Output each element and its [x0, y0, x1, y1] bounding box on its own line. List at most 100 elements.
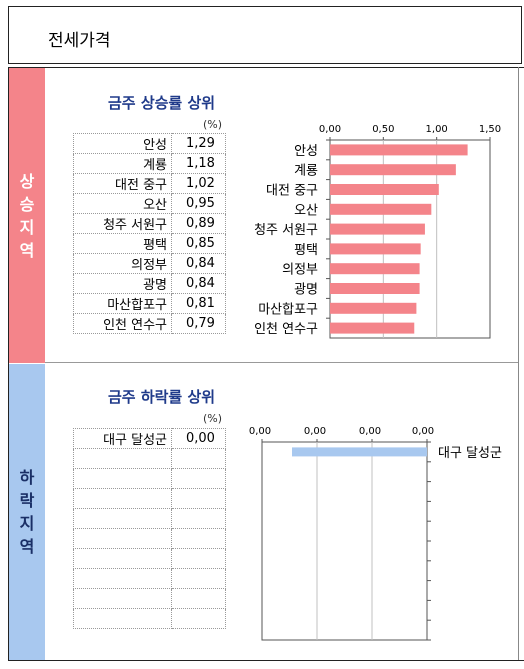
change-value-cell: [171, 448, 226, 469]
table-row: [73, 608, 226, 629]
bar: [330, 223, 425, 235]
change-value-cell: [171, 588, 226, 609]
region-name-cell: 청주 서원구: [73, 213, 172, 234]
section-divider: [45, 362, 518, 363]
table-row: 대전 중구 1,02: [73, 173, 226, 194]
header-box: [8, 6, 522, 64]
change-value-cell: [171, 508, 226, 529]
table-row: 평택 0,85: [73, 233, 226, 254]
bar: [330, 283, 420, 294]
bar: [330, 144, 468, 156]
region-name-cell: [73, 568, 172, 589]
change-value-cell: 0,85: [171, 233, 226, 254]
table-row: [73, 588, 226, 609]
bar: [330, 322, 415, 334]
change-value-cell: 0,89: [171, 213, 226, 234]
side-band-divider: [9, 363, 45, 364]
bar: [330, 184, 439, 195]
region-name-cell: [73, 608, 172, 629]
change-value-cell: [171, 528, 226, 549]
tick-label: 1,00: [426, 124, 448, 135]
frame-border-bottom: [8, 660, 524, 661]
region-name-cell: 인천 연수구: [73, 313, 172, 334]
category-label: 청주 서원구: [254, 223, 318, 238]
change-value-cell: [171, 568, 226, 589]
category-label: 의정부: [282, 263, 318, 278]
region-name-cell: [73, 468, 172, 489]
rise-side-band: [9, 68, 45, 363]
region-name-cell: [73, 488, 172, 509]
change-value-cell: 0,00: [171, 428, 226, 449]
category-label: 마산합포구: [258, 302, 318, 317]
table-row: [73, 468, 226, 489]
table-row: 오산 0,95: [73, 193, 226, 214]
change-value-cell: [171, 548, 226, 569]
fall-side-band: [9, 364, 45, 660]
plot-area: [261, 441, 428, 641]
table-row: 인천 연수구 0,79: [73, 313, 226, 334]
change-value-cell: 0,95: [171, 193, 226, 214]
region-name-cell: 안성: [73, 133, 172, 154]
fall-section-title: 금주 하락률 상위: [108, 388, 216, 406]
bar: [330, 302, 417, 314]
category-label: 광명: [294, 283, 318, 298]
bar: [330, 243, 421, 255]
change-value-cell: 1,29: [171, 133, 226, 154]
bar: [330, 203, 432, 215]
tick-label: 0,50: [372, 124, 394, 135]
region-name-cell: 의정부: [73, 253, 172, 274]
region-name-cell: 계룡: [73, 153, 172, 174]
bar: [292, 447, 427, 457]
table-row: [73, 448, 226, 469]
region-name-cell: 대구 달성군: [73, 428, 172, 449]
region-name-cell: 광명: [73, 273, 172, 294]
table-row: 안성 1,29: [73, 133, 226, 154]
table-row: 의정부 0,84: [73, 253, 226, 274]
region-name-cell: [73, 508, 172, 529]
change-value-cell: [171, 488, 226, 509]
side-label-char: 역: [19, 537, 35, 556]
region-name-cell: [73, 548, 172, 569]
change-value-cell: [171, 468, 226, 489]
side-label-char: 승: [19, 195, 35, 214]
bar: [330, 263, 420, 275]
tick-label: 0,00: [304, 426, 326, 437]
category-label: 계룡: [294, 164, 318, 179]
fall-value-table: 대구 달성군 0,00: [73, 428, 226, 629]
tick-label: 0,00: [412, 426, 434, 437]
change-value-cell: 0,79: [171, 313, 226, 334]
tick-label: 0,00: [359, 426, 381, 437]
rise-section-title: 금주 상승률 상위: [108, 94, 216, 112]
category-label: 대전 중구: [266, 184, 318, 199]
region-name-cell: [73, 528, 172, 549]
side-label-char: 상: [19, 172, 35, 191]
table-row: 계룡 1,18: [73, 153, 226, 174]
side-label-char: 락: [19, 491, 35, 510]
table-row: [73, 568, 226, 589]
table-row: 청주 서원구 0,89: [73, 213, 226, 234]
change-value-cell: [171, 608, 226, 629]
tick-label: 0,00: [319, 124, 341, 135]
rise-value-table: 안성 1,29 계룡 1,18 대전 중구 1,02 오산 0,95 청주 서원구 0,89 평택 0…: [73, 133, 226, 334]
side-label-char: 지: [19, 218, 35, 237]
change-value-cell: 1,18: [171, 153, 226, 174]
change-value-cell: 0,84: [171, 273, 226, 294]
change-value-cell: 0,84: [171, 253, 226, 274]
region-name-cell: [73, 588, 172, 609]
frame-border-right: [518, 67, 519, 661]
fall-unit-label: (%): [203, 412, 223, 425]
table-row: [73, 488, 226, 509]
tick-label: 0,00: [249, 426, 271, 437]
category-label: 대구 달성군: [438, 446, 502, 461]
region-name-cell: 마산합포구: [73, 293, 172, 314]
table-row: 광명 0,84: [73, 273, 226, 294]
region-name-cell: [73, 448, 172, 469]
change-value-cell: 1,02: [171, 173, 226, 194]
category-label: 인천 연수구: [254, 322, 318, 337]
fall-bar-chart: 0,00 0,00 0,00 0,00 대구 달성군: [249, 426, 502, 641]
region-name-cell: 평택: [73, 233, 172, 254]
frame-border-top: [8, 67, 524, 68]
region-name-cell: 오산: [73, 193, 172, 214]
